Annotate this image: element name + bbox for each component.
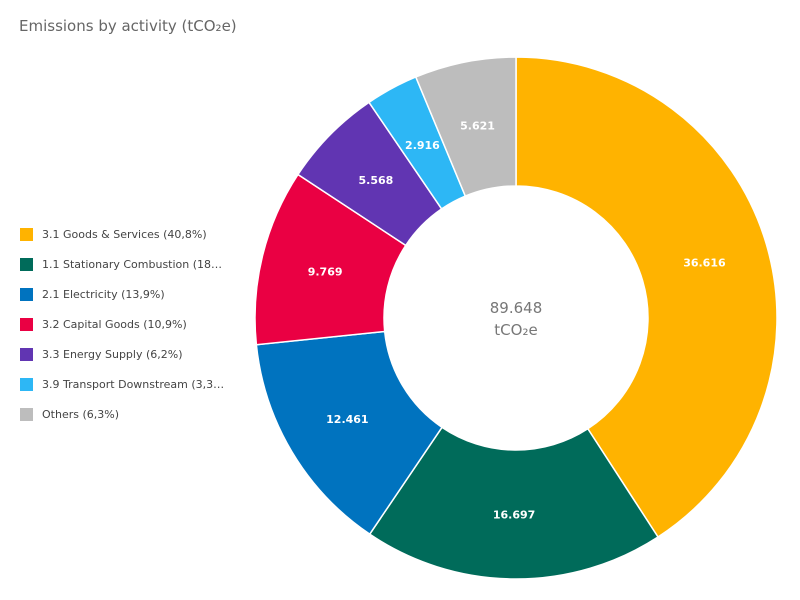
- legend-item[interactable]: 3.2 Capital Goods (10,9%): [20, 309, 225, 339]
- slice-value-label: 12.461: [326, 413, 368, 426]
- legend-swatch: [20, 227, 33, 241]
- legend-swatch: [20, 377, 33, 391]
- legend-swatch: [20, 257, 33, 271]
- legend-swatch: [20, 317, 33, 331]
- labels-group: 36.616 16.697 12.461 9.769 5.568 2.916 5.621: [308, 119, 726, 521]
- slice[interactable]: [515, 56, 778, 539]
- slice[interactable]: [368, 426, 660, 580]
- slice-value-label: 9.769: [308, 265, 343, 278]
- slice-value-label: 5.568: [359, 174, 394, 187]
- legend-item[interactable]: 3.1 Goods & Services (40,8%): [20, 219, 225, 249]
- slice-value-label: 5.621: [460, 119, 495, 132]
- slice-value-label: 2.916: [405, 139, 440, 152]
- legend-item[interactable]: Others (6,3%): [20, 399, 225, 429]
- legend-item[interactable]: 2.1 Electricity (13,9%): [20, 279, 225, 309]
- slice-value-label: 36.616: [683, 256, 726, 269]
- legend-swatch: [20, 287, 33, 301]
- chart-title: Emissions by activity (tCO₂e): [19, 17, 237, 35]
- center-total-value: 89.648: [490, 299, 543, 317]
- slices-group: [254, 56, 778, 580]
- center-total-unit: tCO₂e: [494, 321, 537, 339]
- legend-swatch: [20, 407, 33, 421]
- chart-legend: 3.1 Goods & Services (40,8%) 1.1 Stationa…: [20, 219, 225, 429]
- legend-item[interactable]: 3.3 Energy Supply (6,2%): [20, 339, 225, 369]
- slice[interactable]: [414, 56, 517, 198]
- legend-item[interactable]: 1.1 Stationary Combustion (18,6...: [20, 249, 225, 279]
- slice-value-label: 16.697: [493, 508, 535, 521]
- legend-item[interactable]: 3.9 Transport Downstream (3,3%): [20, 369, 225, 399]
- legend-swatch: [20, 347, 33, 361]
